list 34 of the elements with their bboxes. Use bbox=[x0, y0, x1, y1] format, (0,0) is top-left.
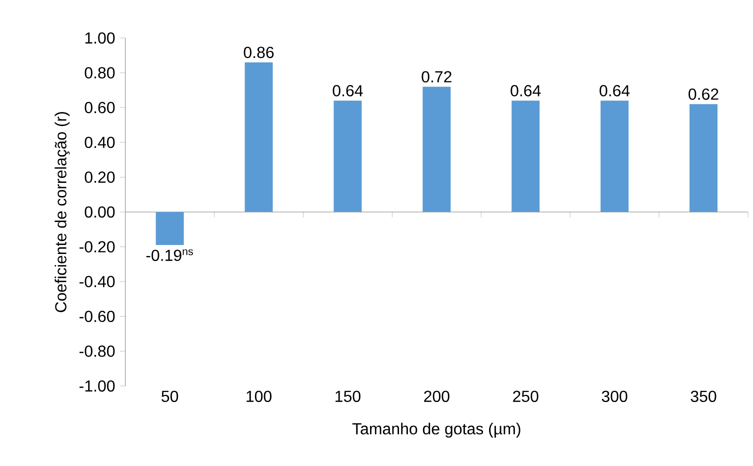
bar bbox=[334, 100, 362, 212]
x-tick-label: 150 bbox=[336, 390, 360, 402]
data-label: 0.64 bbox=[332, 85, 363, 96]
y-axis-title: Coeficiente de correlação (r) bbox=[54, 112, 70, 312]
y-tick-label: -0.40 bbox=[80, 276, 115, 288]
data-label: -0.19$^{ns}$ bbox=[146, 249, 193, 262]
y-tick-label: 0.40 bbox=[84, 136, 115, 148]
bar bbox=[512, 100, 540, 212]
bar bbox=[690, 104, 718, 212]
y-tick-label: 0.00 bbox=[84, 206, 115, 218]
y-tick-label: -0.80 bbox=[80, 346, 115, 357]
x-tick-label: 350 bbox=[690, 390, 716, 402]
data-label: 0.64 bbox=[510, 85, 541, 96]
bar bbox=[156, 212, 184, 246]
x-tick-label: 200 bbox=[424, 390, 450, 402]
x-tick-label: 250 bbox=[513, 390, 538, 402]
y-tick-label: 0.60 bbox=[84, 102, 115, 114]
bar bbox=[422, 86, 451, 212]
y-tick-label: -0.20 bbox=[80, 241, 115, 252]
data-label: 0.62 bbox=[688, 88, 718, 100]
y-tick-label: -0.60 bbox=[80, 310, 115, 322]
data-label: 0.72 bbox=[422, 71, 452, 82]
x-tick-label: 300 bbox=[602, 390, 628, 402]
data-label: 0.86 bbox=[244, 46, 274, 58]
bar bbox=[600, 100, 629, 212]
y-tick-label: -1.00 bbox=[80, 380, 115, 392]
y-tick-label: 1.00 bbox=[85, 32, 115, 44]
x-tick-label: 100 bbox=[246, 390, 272, 402]
bar bbox=[244, 62, 273, 212]
x-tick-label: 50 bbox=[162, 390, 178, 402]
x-axis-title: Tamanho de gotas (µm) bbox=[352, 422, 520, 438]
y-tick-label: 0.80 bbox=[84, 67, 115, 78]
data-label: 0.64 bbox=[600, 85, 630, 96]
y-tick-label: 0.20 bbox=[84, 172, 115, 183]
